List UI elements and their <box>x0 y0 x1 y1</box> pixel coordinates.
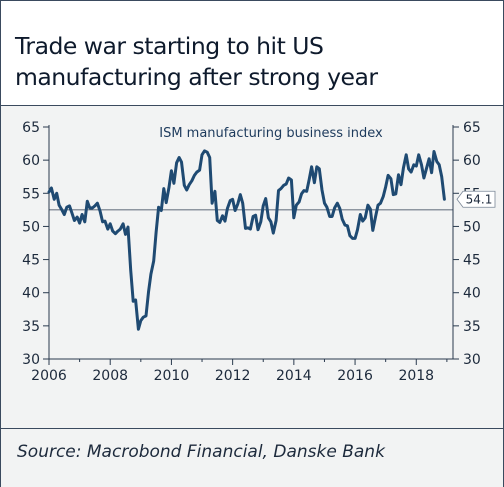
y-tick-label-left: 60 <box>22 153 40 169</box>
y-tick-label-left: 45 <box>22 253 40 269</box>
chart-title: Trade war starting to hit US manufacturi… <box>15 32 378 91</box>
last-value-box <box>456 190 496 208</box>
y-tick-label-left: 65 <box>22 120 40 136</box>
y-tick-label-right: 40 <box>463 286 481 302</box>
last-value-callout: 54.1 <box>456 190 496 208</box>
y-tick-label-right: 50 <box>463 219 481 235</box>
source-note: Source: Macrobond Financial, Danske Bank <box>17 442 385 462</box>
x-tick-label: 2008 <box>92 368 128 384</box>
y-tick-label-right: 30 <box>463 352 481 368</box>
y-tick-label-left: 40 <box>22 286 40 302</box>
y-tick-label-right: 45 <box>463 253 481 269</box>
x-tick-label: 2006 <box>31 368 67 384</box>
y-tick-label-left: 35 <box>22 319 40 335</box>
y-tick-label-right: 35 <box>463 319 481 335</box>
x-tick-label: 2014 <box>276 368 312 384</box>
title-band: Trade war starting to hit US manufacturi… <box>1 1 503 106</box>
source-band: Source: Macrobond Financial, Danske Bank <box>1 428 503 487</box>
last-value-label: 54.1 <box>466 192 493 206</box>
y-tick-label-right: 60 <box>463 153 481 169</box>
y-tick-label-left: 55 <box>22 186 40 202</box>
y-tick-label-left: 50 <box>22 219 40 235</box>
y-tick-label-left: 30 <box>22 352 40 368</box>
x-tick-label: 2010 <box>154 368 190 384</box>
chart-area: 6565606055555050454540403535303020062008… <box>22 120 496 384</box>
series-label: ISM manufacturing business index <box>159 126 383 141</box>
x-tick-label: 2012 <box>215 368 251 384</box>
x-tick-label: 2016 <box>337 368 373 384</box>
x-tick-label: 2018 <box>398 368 434 384</box>
series-line <box>47 149 446 331</box>
y-tick-label-right: 65 <box>463 120 481 136</box>
axes: 6565606055555050454540403535303020062008… <box>22 120 481 384</box>
